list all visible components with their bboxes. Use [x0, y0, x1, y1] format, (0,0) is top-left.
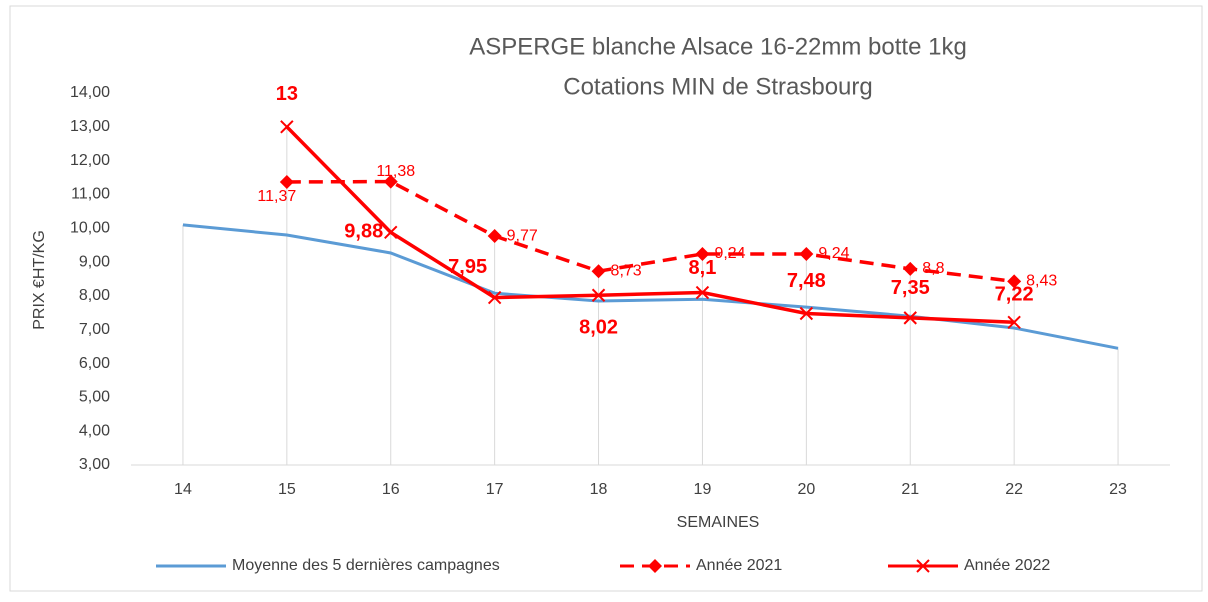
- y-tick-label: 13,00: [70, 118, 110, 135]
- chart: ASPERGE blanche Alsace 16-22mm botte 1kg…: [0, 0, 1208, 597]
- x-tick-label: 15: [278, 481, 296, 498]
- x-tick-label: 14: [174, 481, 192, 498]
- data-label: 9,24: [818, 245, 849, 262]
- y-tick-label: 9,00: [79, 253, 110, 270]
- legend-label: Moyenne des 5 dernières campagnes: [232, 557, 500, 574]
- data-label: 7,35: [891, 277, 930, 299]
- legend-label: Année 2021: [696, 557, 782, 574]
- y-tick-label: 14,00: [70, 84, 110, 101]
- y-tick-label: 8,00: [79, 287, 110, 304]
- data-label: 11,38: [376, 163, 415, 180]
- data-label: 8,02: [579, 317, 618, 339]
- y-tick-label: 4,00: [79, 422, 110, 439]
- y-tick-label: 12,00: [70, 152, 110, 169]
- data-label: 13: [276, 83, 298, 105]
- data-label: 9,77: [507, 227, 538, 244]
- chart-title: ASPERGE blanche Alsace 16-22mm botte 1kg: [469, 33, 967, 60]
- y-tick-label: 3,00: [79, 456, 110, 473]
- x-tick-label: 17: [486, 481, 504, 498]
- data-label: 9,88: [344, 221, 383, 243]
- chart-subtitle: Cotations MIN de Strasbourg: [563, 73, 872, 100]
- y-tick-label: 10,00: [70, 219, 110, 236]
- data-label: 7,22: [995, 284, 1034, 306]
- x-tick-label: 22: [1005, 481, 1023, 498]
- x-tick-label: 18: [590, 481, 608, 498]
- legend-label: Année 2022: [964, 557, 1050, 574]
- data-label: 7,48: [787, 270, 826, 292]
- y-tick-label: 7,00: [79, 321, 110, 338]
- data-label: 11,37: [257, 188, 296, 205]
- x-tick-label: 16: [382, 481, 400, 498]
- data-label: 8,73: [611, 262, 642, 279]
- y-tick-label: 11,00: [71, 186, 110, 203]
- data-label: 8,1: [689, 257, 717, 279]
- y-axis-title: PRIX €HT/KG: [31, 230, 48, 330]
- data-label: 8,8: [922, 260, 944, 277]
- x-tick-label: 20: [797, 481, 815, 498]
- x-tick-label: 23: [1109, 481, 1127, 498]
- data-label: 9,24: [714, 245, 745, 262]
- x-axis-title: SEMAINES: [677, 514, 760, 531]
- x-tick-label: 21: [901, 481, 919, 498]
- data-label: 7,95: [448, 256, 487, 278]
- y-tick-label: 6,00: [79, 355, 110, 372]
- y-tick-label: 5,00: [79, 389, 110, 406]
- x-tick-label: 19: [694, 481, 712, 498]
